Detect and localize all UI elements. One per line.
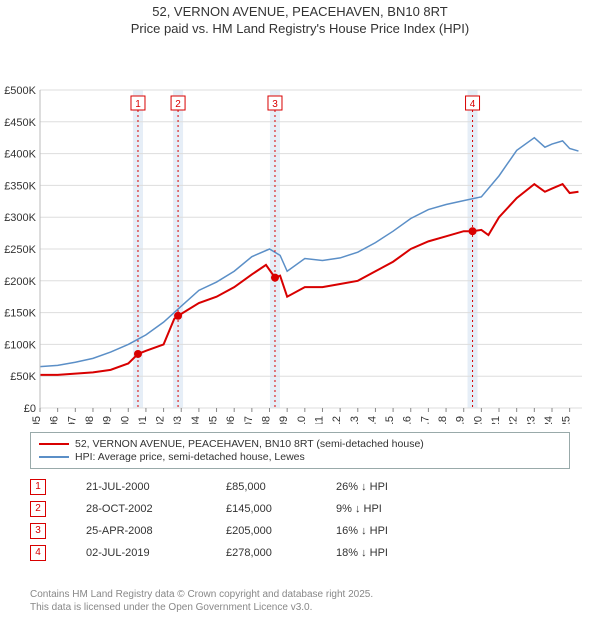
footer: Contains HM Land Registry data © Crown c… [30, 589, 590, 614]
svg-text:£50K: £50K [10, 371, 36, 383]
price-chart: £0 £50K £100K £150K £200K £250K £300K £350K £400… [0, 44, 600, 424]
svg-text:2020: 2020 [472, 416, 484, 424]
svg-text:2001: 2001 [137, 416, 149, 424]
svg-text:£300K: £300K [4, 212, 36, 224]
event-num: 3 [30, 523, 46, 539]
event-row: 3 25-APR-2008 £205,000 16% ↓ HPI [30, 523, 570, 539]
svg-text:2009: 2009 [278, 416, 290, 424]
svg-text:2015: 2015 [384, 416, 396, 424]
event-delta: 18% ↓ HPI [336, 547, 446, 559]
footer-line-2: This data is licensed under the Open Gov… [30, 602, 590, 615]
svg-text:£0: £0 [24, 403, 36, 415]
event-date: 21-JUL-2000 [86, 481, 226, 493]
event-num: 2 [30, 501, 46, 517]
svg-text:£450K: £450K [4, 117, 36, 129]
svg-text:1995: 1995 [31, 416, 43, 424]
svg-text:2008: 2008 [261, 416, 273, 424]
svg-text:£200K: £200K [4, 276, 36, 288]
svg-text:2018: 2018 [437, 416, 449, 424]
events-table: 1 21-JUL-2000 £85,000 26% ↓ HPI 2 28-OCT… [30, 479, 570, 561]
event-delta: 16% ↓ HPI [336, 525, 446, 537]
svg-text:3: 3 [272, 99, 278, 110]
svg-text:2014: 2014 [366, 416, 378, 424]
event-date: 02-JUL-2019 [86, 547, 226, 559]
svg-text:2003: 2003 [172, 416, 184, 424]
legend-row-red: 52, VERNON AVENUE, PEACEHAVEN, BN10 8RT … [39, 438, 561, 450]
event-num: 1 [30, 479, 46, 495]
svg-text:2011: 2011 [313, 416, 325, 424]
svg-text:£500K: £500K [4, 85, 36, 97]
event-price: £278,000 [226, 547, 336, 559]
svg-text:1998: 1998 [84, 416, 96, 424]
event-row: 2 28-OCT-2002 £145,000 9% ↓ HPI [30, 501, 570, 517]
svg-text:£250K: £250K [4, 244, 36, 256]
title-line-1: 52, VERNON AVENUE, PEACEHAVEN, BN10 8RT [0, 4, 600, 21]
svg-text:£350K: £350K [4, 180, 36, 192]
event-price: £205,000 [226, 525, 336, 537]
svg-text:2024: 2024 [543, 416, 555, 424]
svg-text:2025: 2025 [561, 416, 573, 424]
svg-text:2023: 2023 [525, 416, 537, 424]
chart-svg: £0 £50K £100K £150K £200K £250K £300K £350K £400… [0, 44, 600, 424]
title-line-2: Price paid vs. HM Land Registry's House … [0, 21, 600, 38]
event-date: 25-APR-2008 [86, 525, 226, 537]
svg-text:2007: 2007 [243, 416, 255, 424]
event-delta: 26% ↓ HPI [336, 481, 446, 493]
legend-row-blue: HPI: Average price, semi-detached house,… [39, 451, 561, 463]
svg-text:2004: 2004 [190, 416, 202, 424]
chart-title: 52, VERNON AVENUE, PEACEHAVEN, BN10 8RT … [0, 0, 600, 38]
svg-text:1996: 1996 [49, 416, 61, 424]
svg-text:2016: 2016 [402, 416, 414, 424]
svg-text:4: 4 [470, 99, 476, 110]
event-price: £85,000 [226, 481, 336, 493]
svg-text:2: 2 [175, 99, 181, 110]
event-row: 4 02-JUL-2019 £278,000 18% ↓ HPI [30, 545, 570, 561]
svg-text:2017: 2017 [419, 416, 431, 424]
svg-text:1999: 1999 [102, 416, 114, 424]
legend-swatch-blue [39, 456, 69, 458]
svg-text:2002: 2002 [155, 416, 167, 424]
svg-text:1997: 1997 [66, 416, 78, 424]
svg-text:2010: 2010 [296, 416, 308, 424]
svg-text:1: 1 [135, 99, 141, 110]
event-date: 28-OCT-2002 [86, 503, 226, 515]
event-num: 4 [30, 545, 46, 561]
footer-line-1: Contains HM Land Registry data © Crown c… [30, 589, 590, 602]
legend-swatch-red [39, 443, 69, 445]
event-price: £145,000 [226, 503, 336, 515]
event-delta: 9% ↓ HPI [336, 503, 446, 515]
svg-text:2019: 2019 [455, 416, 467, 424]
legend-label-red: 52, VERNON AVENUE, PEACEHAVEN, BN10 8RT … [75, 438, 424, 450]
event-row: 1 21-JUL-2000 £85,000 26% ↓ HPI [30, 479, 570, 495]
svg-text:£150K: £150K [4, 307, 36, 319]
svg-text:2022: 2022 [508, 416, 520, 424]
svg-text:2000: 2000 [119, 416, 131, 424]
svg-text:£100K: £100K [4, 339, 36, 351]
svg-text:2021: 2021 [490, 416, 502, 424]
svg-text:2006: 2006 [225, 416, 237, 424]
svg-text:2012: 2012 [331, 416, 343, 424]
legend: 52, VERNON AVENUE, PEACEHAVEN, BN10 8RT … [30, 432, 570, 469]
svg-text:2013: 2013 [349, 416, 361, 424]
svg-text:£400K: £400K [4, 148, 36, 160]
legend-label-blue: HPI: Average price, semi-detached house,… [75, 451, 305, 463]
svg-text:2005: 2005 [208, 416, 220, 424]
